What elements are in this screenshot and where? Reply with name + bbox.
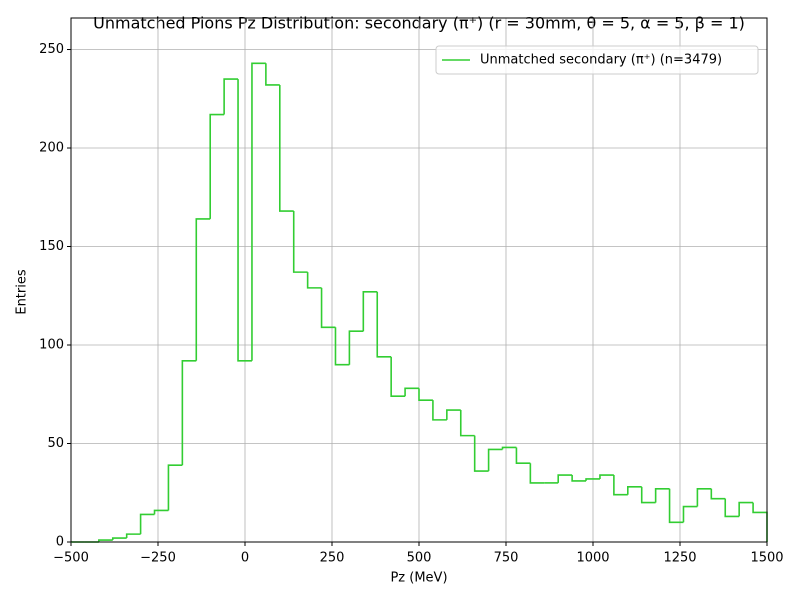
histogram-step — [599, 474, 614, 479]
x-tick-label: 1000 — [576, 551, 609, 566]
histogram-step — [696, 488, 712, 507]
histogram-step — [668, 488, 684, 524]
histogram-step — [223, 78, 239, 115]
histogram-step — [348, 330, 364, 365]
histogram-step — [111, 537, 127, 541]
histogram-step — [724, 498, 740, 518]
legend-label: Unmatched secondary (π⁺) (n=3479) — [480, 53, 722, 68]
histogram-step — [362, 291, 378, 332]
histogram-step — [473, 435, 489, 472]
histogram-step — [237, 79, 252, 362]
histogram-step — [585, 478, 600, 481]
x-tick-label: 750 — [494, 551, 519, 566]
histogram-step — [251, 62, 266, 361]
histogram-step — [487, 448, 503, 472]
histogram-step — [153, 509, 169, 515]
y-tick-label: 250 — [39, 42, 64, 57]
x-tick-label: 1500 — [750, 551, 783, 566]
histogram-step — [209, 113, 225, 219]
legend-box — [435, 45, 759, 75]
x-tick-label: 1250 — [663, 551, 696, 566]
x-tick-label: −250 — [140, 551, 176, 566]
histogram-step — [446, 409, 461, 420]
histogram-step — [390, 356, 406, 398]
y-axis-label: Entries — [15, 269, 30, 315]
y-tick-label: 200 — [39, 141, 64, 156]
x-tick-label: 250 — [320, 551, 345, 566]
histogram-step — [640, 486, 656, 504]
histogram-step — [752, 502, 768, 542]
histogram-step — [139, 513, 155, 535]
histogram-step — [98, 539, 113, 542]
histogram-step — [181, 359, 197, 466]
histogram-step — [459, 410, 475, 437]
histogram-step — [195, 218, 211, 361]
y-tick-label: 150 — [39, 239, 64, 254]
histogram-step — [265, 63, 280, 86]
y-tick-label: 100 — [39, 338, 64, 353]
histogram-step — [738, 501, 754, 517]
histogram-step — [710, 488, 726, 500]
axes-frame — [70, 17, 768, 543]
histogram-step — [571, 475, 587, 482]
x-tick-label: 0 — [241, 551, 249, 566]
x-tick-label: 500 — [407, 551, 432, 566]
histogram-step — [682, 505, 698, 523]
histogram-step — [292, 211, 308, 273]
histogram-step — [320, 287, 336, 329]
histogram-step — [529, 463, 545, 484]
histogram-step — [501, 446, 517, 450]
histogram-step — [279, 84, 294, 212]
histogram-step — [557, 474, 573, 483]
histogram-step — [306, 272, 322, 289]
x-axis-label: Pz (MeV) — [390, 571, 447, 586]
histogram-step — [613, 475, 628, 496]
histogram-step — [654, 488, 670, 503]
y-tick-label: 0 — [56, 535, 64, 550]
histogram-step — [432, 400, 447, 421]
histogram-step — [627, 486, 642, 495]
x-tick-label: −500 — [53, 551, 89, 566]
histogram-step — [125, 533, 141, 539]
histogram-step — [515, 447, 531, 465]
histogram-step — [376, 291, 392, 358]
histogram-step — [167, 464, 183, 511]
histogram-step — [404, 387, 419, 397]
y-tick-label: 50 — [47, 436, 64, 451]
histogram-step — [418, 388, 433, 401]
histogram-step — [334, 327, 350, 366]
